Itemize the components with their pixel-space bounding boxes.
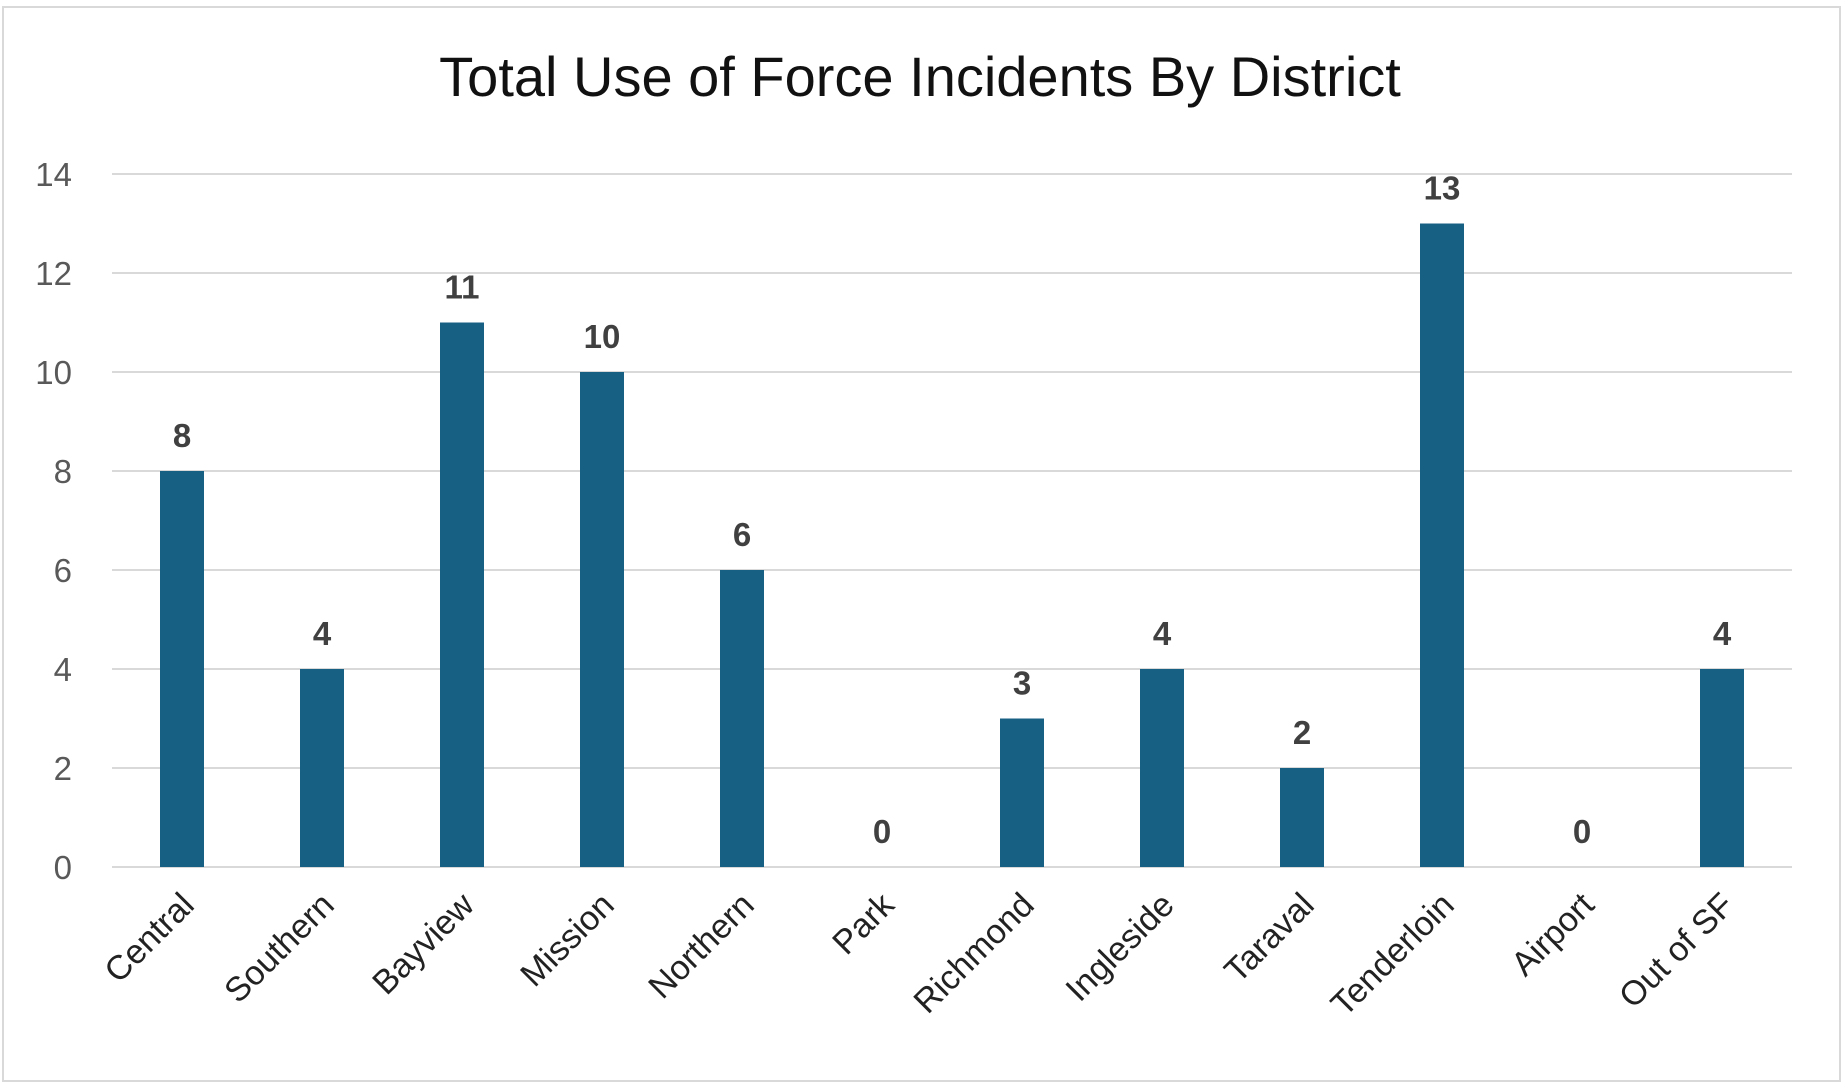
data-label: 2 — [1293, 714, 1311, 751]
gridlines — [112, 173, 1792, 868]
bar-central — [160, 471, 204, 867]
x-tick-label: Southern — [217, 886, 341, 1010]
x-tick-label: Airport — [1504, 885, 1602, 983]
bar-northern — [720, 570, 764, 867]
data-label: 4 — [1153, 615, 1172, 652]
bar-southern — [300, 669, 344, 867]
x-tick-label: Northern — [641, 886, 761, 1006]
data-labels: 8 4 11 10 6 0 3 4 2 13 0 4 — [173, 170, 1732, 851]
y-tick-label: 2 — [54, 750, 72, 787]
bar-bayview — [440, 322, 484, 867]
data-label: 8 — [173, 417, 191, 454]
x-tick-label: Ingleside — [1059, 886, 1182, 1009]
x-tick-label: Tenderloin — [1324, 886, 1462, 1024]
x-tick-label: Richmond — [907, 886, 1042, 1021]
data-label: 0 — [873, 813, 891, 850]
x-tick-label: Mission — [513, 886, 621, 994]
y-axis: 0 2 4 6 8 10 12 14 — [35, 156, 72, 886]
data-label: 11 — [445, 269, 480, 306]
x-tick-label: Central — [97, 886, 201, 990]
y-tick-label: 0 — [54, 849, 72, 886]
y-tick-label: 4 — [54, 651, 72, 688]
data-label: 4 — [313, 615, 332, 652]
data-label: 0 — [1573, 813, 1591, 850]
y-tick-label: 6 — [54, 552, 72, 589]
x-tick-label: Park — [825, 885, 902, 962]
x-tick-label: Bayview — [365, 885, 482, 1002]
data-label: 10 — [584, 318, 621, 355]
y-tick-label: 10 — [35, 354, 72, 391]
bar-mission — [580, 372, 624, 867]
chart-title: Total Use of Force Incidents By District — [439, 45, 1401, 108]
bar-tenderloin — [1420, 223, 1464, 867]
data-label: 3 — [1013, 665, 1031, 702]
data-label: 13 — [1424, 170, 1461, 207]
bars — [160, 223, 1744, 867]
data-label: 6 — [733, 516, 751, 553]
x-axis: Central Southern Bayview Mission Northern Par… — [97, 885, 1741, 1024]
data-label: 4 — [1713, 615, 1732, 652]
y-tick-label: 12 — [35, 255, 72, 292]
bar-out-of-sf — [1700, 669, 1744, 867]
x-tick-label: Out of SF — [1612, 886, 1742, 1016]
x-tick-label: Taraval — [1217, 886, 1321, 990]
y-tick-label: 14 — [35, 156, 72, 193]
bar-richmond — [1000, 718, 1044, 867]
bar-ingleside — [1140, 669, 1184, 867]
chart-frame — [2, 6, 1841, 1082]
y-tick-label: 8 — [54, 453, 72, 490]
bar-taraval — [1280, 768, 1324, 867]
